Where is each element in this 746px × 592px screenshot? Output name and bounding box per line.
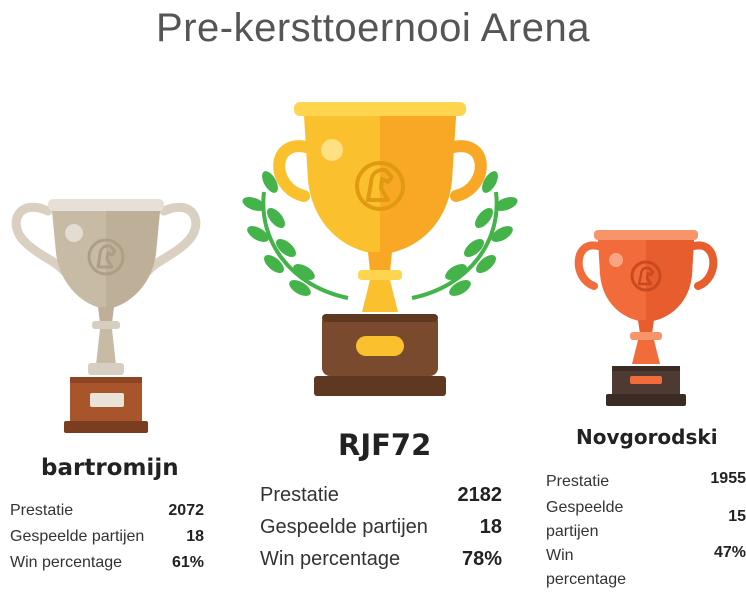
page-title: Pre-kersttoernooi Arena [156,6,590,50]
stat-label: Gespeelde partijen [546,499,624,540]
stat-label: Win percentage [546,547,627,588]
stat-row-games: Gespeelde partijen 18 [260,514,502,546]
stat-label: Prestatie [10,502,74,519]
stat-value: 47% [713,544,746,561]
gold-trophy-icon [242,102,518,396]
stat-label: Win percentage [260,548,401,570]
stat-row-prestatie: Prestatie 2182 [260,482,502,514]
stat-label: Gespeelde partijen [10,528,145,545]
stat-row-prestatie: Prestatie 2072 [10,500,204,526]
player-stats: Prestatie 1955 Gespeelde partijen 15 Win… [546,468,746,588]
stat-value: 18 [479,516,502,538]
stat-row-win-percentage: Win percentage 78% [260,546,502,578]
bronze-trophy-icon [574,230,718,406]
stat-row-prestatie: Prestatie 1955 [546,468,746,494]
stat-label: Prestatie [546,473,610,490]
stat-row-games: Gespeelde partijen 18 [10,526,204,552]
stat-label: Win percentage [10,554,123,571]
stat-value: 18 [186,528,204,545]
stat-row-win-percentage: Win percentage 47% [546,542,746,588]
stat-row-games: Gespeelde partijen 15 [546,494,746,542]
stat-value: 78% [461,548,502,570]
stat-row-win-percentage: Win percentage 61% [10,552,204,578]
stat-label: Gespeelde partijen [260,516,428,538]
stat-value: 61% [171,554,204,571]
stat-value: 2072 [168,502,204,519]
laurel-left-icon [242,171,349,300]
player-stats: Prestatie 2182 Gespeelde partijen 18 Win… [260,482,502,578]
player-name[interactable]: bartromijn [41,455,179,481]
stat-value: 2182 [457,484,503,506]
stat-label: Prestatie [260,484,339,506]
silver-trophy-icon [11,199,201,433]
stat-value: 1955 [710,470,746,487]
player-name[interactable]: RJF72 [338,428,432,462]
laurel-right-icon [411,171,518,300]
stat-value: 15 [728,508,746,525]
player-name[interactable]: Novgorodski [576,425,718,449]
player-stats: Prestatie 2072 Gespeelde partijen 18 Win… [10,500,204,578]
